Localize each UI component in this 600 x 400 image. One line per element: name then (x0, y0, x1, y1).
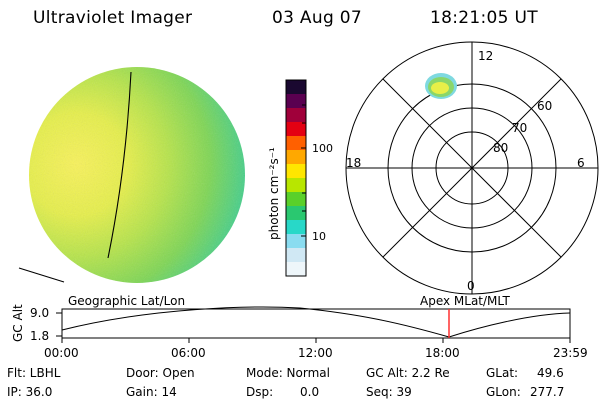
colorbar-cell (286, 192, 306, 207)
colorbar-cell (286, 108, 306, 123)
spin-vector-line (18, 267, 65, 283)
colorbar-cell (286, 248, 306, 263)
lat-label-60: 60 (537, 99, 552, 113)
colorbar-cell (286, 150, 306, 165)
terminator-line (107, 71, 132, 259)
timeline-right-label: Apex MLat/MLT (420, 294, 510, 308)
x-tick-1200: 12:00 (298, 346, 333, 360)
auroral-patch (425, 73, 457, 99)
colorbar-cell (286, 136, 306, 151)
x-tick-1800: 18:00 (425, 346, 460, 360)
colorbar-cell (286, 206, 306, 221)
door-info: Door: Open (126, 366, 195, 380)
colorbar-cell (286, 164, 306, 179)
time-label: 18:21:05 UT (430, 8, 538, 28)
glat-value: 49.6 (537, 366, 564, 380)
colorbar-cell (286, 234, 306, 249)
lat-label-80: 80 (493, 141, 508, 155)
y-tick-9: 9.0 (30, 306, 49, 320)
colorbar-cell (286, 80, 306, 95)
y-tick-1-8: 1.8 (30, 329, 49, 343)
glon-label: GLon: (486, 385, 521, 399)
instrument-title: Ultraviolet Imager (33, 8, 193, 28)
mlt-label-6: 6 (577, 156, 585, 170)
glat-label: GLat: (486, 366, 519, 380)
gc-alt-info: GC Alt: 2.2 Re (366, 366, 450, 380)
timeline-left-label: Geographic Lat/Lon (68, 294, 185, 308)
altitude-curve (61, 306, 571, 338)
dsp-info: Dsp: (246, 385, 274, 399)
dsp-value: 0.0 (300, 385, 320, 399)
mlt-label-18: 18 (346, 156, 361, 170)
gain-info: Gain: 14 (126, 385, 177, 399)
colorbar-cell (286, 122, 306, 137)
colorbar-label: photon cm⁻²s⁻¹ (267, 147, 281, 240)
colorbar-tick-100: 100 (312, 142, 333, 155)
glon-value: 277.7 (530, 385, 565, 399)
x-tick-0600: 06:00 (171, 346, 206, 360)
colorbar-cell (286, 94, 306, 109)
lat-label-70: 70 (512, 121, 527, 135)
seq-info: Seq: 39 (366, 385, 412, 399)
mlt-label-0: 0 (467, 279, 475, 293)
mlt-label-12: 12 (478, 49, 493, 63)
x-tick-2359: 23:59 (553, 346, 588, 360)
colorbar-cell (286, 262, 306, 277)
timeline-y-axis-label: GC Alt (11, 304, 25, 342)
colorbar-cell (286, 178, 306, 193)
colorbar-tick-10: 10 (312, 230, 326, 243)
filter-info: Flt: LBHL (7, 366, 61, 380)
mode-info: Mode: Normal (246, 366, 330, 380)
x-tick-0000: 00:00 (44, 346, 79, 360)
colorbar-cell (286, 220, 306, 235)
ip-info: IP: 36.0 (7, 385, 53, 399)
date-label: 03 Aug 07 (272, 8, 362, 28)
